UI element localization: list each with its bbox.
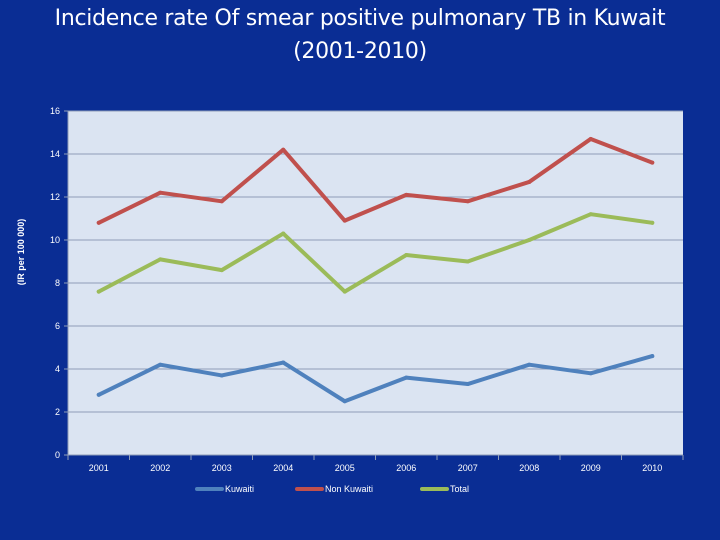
- x-tick-label-2007: 2007: [458, 463, 478, 473]
- data-point-total-2002: [158, 257, 163, 262]
- data-point-non-kuwaiti-2003: [219, 199, 224, 204]
- data-point-total-2009: [588, 212, 593, 217]
- x-tick-label-2002: 2002: [150, 463, 170, 473]
- slide-title-line-2: (2001-2010): [293, 39, 427, 64]
- y-tick-label-16: 16: [50, 106, 60, 116]
- y-tick-label-8: 8: [55, 278, 60, 288]
- series-line-kuwaiti: [96, 354, 655, 404]
- data-point-non-kuwaiti-2004: [281, 147, 286, 152]
- data-point-total-2005: [342, 289, 347, 294]
- legend-label-non-kuwaiti: Non Kuwaiti: [325, 484, 373, 494]
- data-point-kuwaiti-2004: [281, 360, 286, 365]
- data-point-total-2003: [219, 268, 224, 273]
- data-point-kuwaiti-2005: [342, 399, 347, 404]
- data-point-kuwaiti-2001: [96, 392, 101, 397]
- y-tick-label-10: 10: [50, 235, 60, 245]
- x-tick-label-2006: 2006: [396, 463, 416, 473]
- slide-title: Incidence rate Of smear positive pulmona…: [0, 2, 720, 68]
- data-point-total-2010: [650, 220, 655, 225]
- data-point-non-kuwaiti-2007: [465, 199, 470, 204]
- slide-title-line-1: Incidence rate Of smear positive pulmona…: [54, 6, 666, 31]
- x-tick-label-2003: 2003: [212, 463, 232, 473]
- data-point-non-kuwaiti-2006: [404, 192, 409, 197]
- data-point-total-2007: [465, 259, 470, 264]
- y-tick-label-14: 14: [50, 149, 60, 159]
- series-line-non-kuwaiti: [96, 136, 655, 225]
- x-tick-label-2010: 2010: [642, 463, 662, 473]
- data-point-non-kuwaiti-2002: [158, 190, 163, 195]
- data-point-non-kuwaiti-2005: [342, 218, 347, 223]
- x-tick-label-2008: 2008: [519, 463, 539, 473]
- data-point-total-2006: [404, 253, 409, 258]
- x-tick-label-2004: 2004: [273, 463, 293, 473]
- gridlines: [68, 110, 683, 413]
- legend: Kuwaiti Non Kuwaiti Total: [195, 484, 469, 494]
- y-tick-label-4: 4: [55, 364, 60, 374]
- legend-label-kuwaiti: Kuwaiti: [225, 484, 254, 494]
- data-point-non-kuwaiti-2010: [650, 160, 655, 165]
- data-point-kuwaiti-2009: [588, 371, 593, 376]
- data-point-non-kuwaiti-2001: [96, 220, 101, 225]
- x-tick-label-2005: 2005: [335, 463, 355, 473]
- x-tick-label-2001: 2001: [89, 463, 109, 473]
- data-point-total-2001: [96, 289, 101, 294]
- data-point-non-kuwaiti-2008: [527, 179, 532, 184]
- y-tick-label-0: 0: [55, 450, 60, 460]
- data-point-non-kuwaiti-2009: [588, 136, 593, 141]
- y-tick-label-2: 2: [55, 407, 60, 417]
- x-tick-label-2009: 2009: [581, 463, 601, 473]
- data-point-kuwaiti-2006: [404, 375, 409, 380]
- legend-label-total: Total: [450, 484, 469, 494]
- series-lines: [96, 136, 655, 404]
- y-tick-label-12: 12: [50, 192, 60, 202]
- series-line-total: [96, 212, 655, 294]
- data-point-kuwaiti-2008: [527, 362, 532, 367]
- data-point-total-2008: [527, 238, 532, 242]
- data-point-kuwaiti-2002: [158, 362, 163, 367]
- data-point-kuwaiti-2003: [219, 373, 224, 378]
- data-point-kuwaiti-2010: [650, 354, 655, 359]
- data-point-kuwaiti-2007: [465, 382, 470, 387]
- data-point-total-2004: [281, 231, 286, 236]
- y-axis-label: (IR per 100 000): [16, 219, 26, 286]
- axes: 0 2 4 6 8 10 12 14 16 2001 2002 2003 2004 2005 2006 200…: [50, 106, 684, 473]
- y-tick-label-6: 6: [55, 321, 60, 331]
